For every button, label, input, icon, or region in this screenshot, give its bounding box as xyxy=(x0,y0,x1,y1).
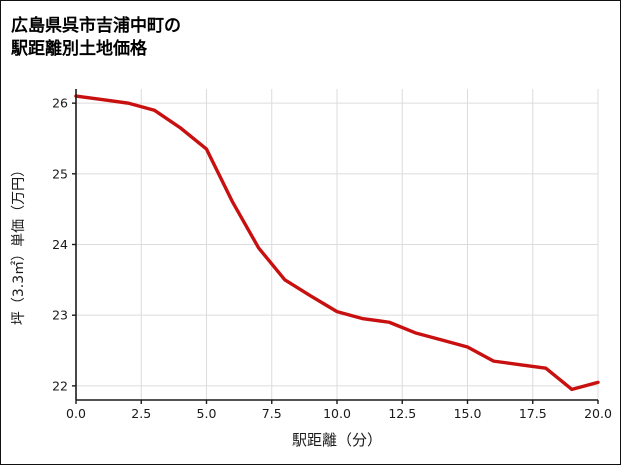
x-tick-label: 10.0 xyxy=(323,406,351,421)
y-tick-label: 23 xyxy=(52,308,68,323)
x-tick-label: 12.5 xyxy=(388,406,416,421)
x-tick-label: 15.0 xyxy=(454,406,482,421)
x-tick-label: 20.0 xyxy=(584,406,612,421)
tick-label-layer: 0.0 2.5 5.0 7.5 10.0 12.5 15.0 17.5 20.0 22 23 24 25… xyxy=(52,96,612,421)
series-layer xyxy=(74,94,600,392)
y-tick-label: 22 xyxy=(52,378,68,393)
y-tick-label: 24 xyxy=(52,237,68,252)
x-tick-label: 5.0 xyxy=(197,406,217,421)
chart-title-line1: 広島県呉市吉浦中町の xyxy=(11,15,181,36)
tick-layer xyxy=(72,102,599,404)
x-tick-label: 7.5 xyxy=(262,406,282,421)
y-tick-label: 25 xyxy=(52,166,68,181)
x-axis-label: 駅距離（分） xyxy=(292,431,382,449)
grid-layer xyxy=(76,89,599,400)
x-tick-label: 2.5 xyxy=(131,406,151,421)
x-tick-label: 17.5 xyxy=(519,406,547,421)
y-tick-label: 26 xyxy=(52,96,68,111)
x-tick-label: 0.0 xyxy=(66,406,86,421)
chart-title-line2: 駅距離別土地価格 xyxy=(10,38,148,59)
y-axis-label: 坪（3.3㎡）単価（万円） xyxy=(11,163,27,325)
price-line xyxy=(74,94,600,392)
